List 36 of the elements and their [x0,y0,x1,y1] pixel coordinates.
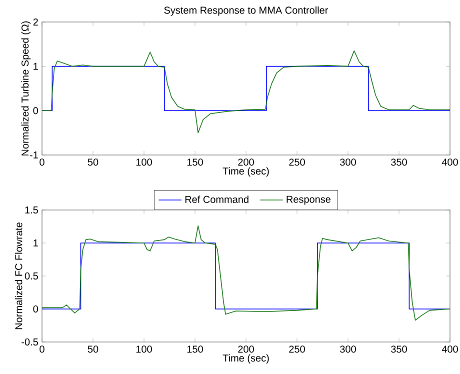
x-tick-label: 200 [238,158,254,166]
x-tick-label: 200 [238,346,254,353]
x-tick-label: 150 [187,158,203,166]
x-tick-label: 0 [40,346,44,353]
y-tick-label: 0 [33,107,38,114]
legend-label: Ref Command [185,196,248,203]
x-tick-label: 300 [340,346,356,353]
y-tick-label: 1.5 [25,206,38,214]
x-tick-label: 400 [442,158,458,166]
y-axis-title: Normalized FC Flowrate [14,222,22,330]
line-series [42,225,450,321]
x-tick-label: 350 [391,346,407,353]
legend-label: Response [286,196,331,205]
x-axis-title: Time (sec) [222,354,269,364]
chart-title: System Response to MMA Controller [164,6,328,16]
x-tick-label: 50 [88,346,98,353]
y-tick-label: -1 [30,152,38,158]
x-tick-label: 350 [391,158,407,166]
x-tick-label: 100 [136,346,152,353]
y-tick-label: -0.5 [22,338,38,346]
x-tick-label: 0 [40,158,44,166]
x-tick-label: 100 [136,158,152,166]
y-tick-label: 1 [34,240,38,246]
y-tick-label: 0.5 [24,272,38,280]
x-tick-label: 150 [187,346,203,353]
x-tick-label: 50 [88,158,98,166]
x-tick-label: 250 [289,346,305,353]
y-tick-label: 1 [34,62,38,70]
x-tick-label: 250 [289,158,305,166]
y-tick-label: 2 [33,18,38,26]
x-tick-label: 400 [442,346,458,353]
x-axis-title: Time (sec) [222,167,269,177]
y-tick-label: 0 [33,305,38,313]
line-series [42,50,450,134]
y-axis-title: Normalized Turbine Speed (Ω) [21,21,31,156]
x-tick-label: 300 [340,158,356,166]
